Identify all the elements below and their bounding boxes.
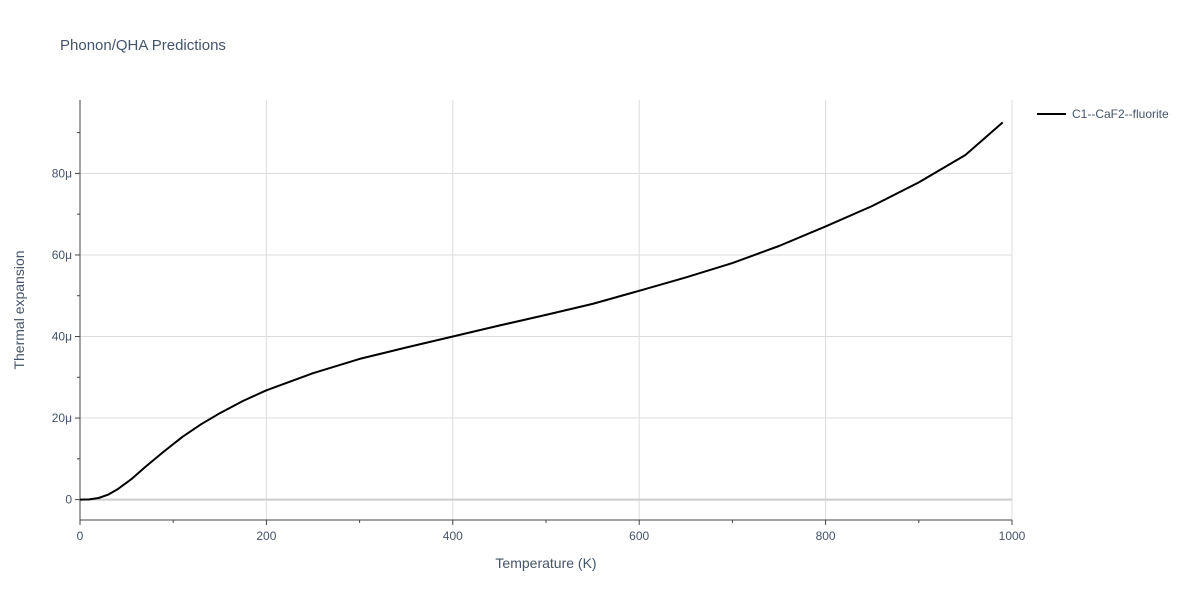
series-group bbox=[79, 121, 1004, 501]
y-gridlines bbox=[80, 172, 1012, 501]
y-tick-label: 60μ bbox=[52, 248, 72, 262]
chart-title: Phonon/QHA Predictions bbox=[60, 37, 226, 54]
x-tick-label: 400 bbox=[443, 529, 463, 543]
y-axis-ticks: 0 20μ 40μ 60μ 80μ bbox=[52, 132, 80, 507]
y-tick-label: 20μ bbox=[52, 411, 72, 425]
x-tick-label: 800 bbox=[816, 529, 836, 543]
series-line bbox=[79, 121, 1004, 501]
x-gridlines bbox=[265, 100, 1013, 520]
x-axis-ticks: 0 200 400 600 800 1000 bbox=[77, 520, 1026, 543]
legend[interactable]: C1--CaF2--fluorite bbox=[1037, 107, 1169, 121]
y-tick-label: 0 bbox=[65, 493, 72, 507]
x-tick-label: 0 bbox=[77, 529, 84, 543]
x-tick-label: 1000 bbox=[999, 529, 1026, 543]
x-axis-title: Temperature (K) bbox=[495, 555, 596, 571]
y-tick-label: 80μ bbox=[52, 166, 72, 180]
y-axis-title: Thermal expansion bbox=[11, 250, 27, 369]
legend-label: C1--CaF2--fluorite bbox=[1072, 107, 1169, 121]
y-tick-label: 40μ bbox=[52, 330, 72, 344]
x-tick-label: 600 bbox=[629, 529, 649, 543]
axes bbox=[79, 100, 1012, 521]
x-tick-label: 200 bbox=[256, 529, 276, 543]
